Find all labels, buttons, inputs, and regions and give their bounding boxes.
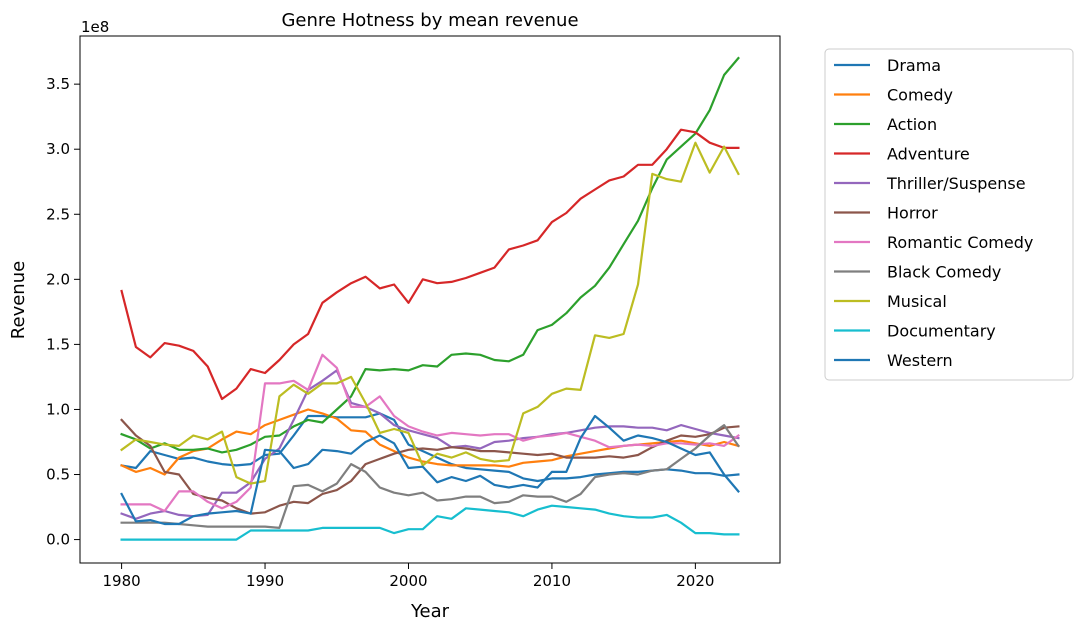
series-line-action: [120, 56, 740, 454]
y-tick-label: 1.0: [46, 400, 70, 418]
series-line-drama: [120, 412, 740, 483]
legend-label-musical: Musical: [887, 292, 947, 311]
legend-label-drama: Drama: [887, 56, 941, 75]
legend-label-thriller-suspense: Thriller/Suspense: [886, 174, 1026, 193]
series-line-black-comedy: [120, 424, 740, 530]
y-tick-label: 0.0: [46, 531, 70, 549]
series-line-western: [120, 414, 740, 526]
series-line-comedy: [120, 408, 740, 476]
series-line-musical: [120, 141, 740, 485]
legend-label-adventure: Adventure: [887, 145, 970, 164]
x-tick-label: 1990: [246, 572, 284, 590]
y-tick-label: 1.5: [46, 335, 70, 353]
legend-box: [824, 48, 1074, 381]
legend: Drama Comedy Action Adventure Thriller/Suspe…: [824, 48, 1074, 381]
axes-frame: [79, 35, 781, 564]
legend-label-documentary: Documentary: [887, 322, 996, 341]
legend-label-western: Western: [887, 351, 953, 370]
legend-label-black-comedy: Black Comedy: [887, 263, 1001, 282]
x-tick-label: 1980: [103, 572, 141, 590]
legend-label-romantic-comedy: Romantic Comedy: [887, 233, 1033, 252]
series-line-romantic-comedy: [120, 353, 740, 513]
chart-title: Genre Hotness by mean revenue: [281, 10, 578, 31]
y-offset-label: 1e8: [81, 18, 109, 36]
y-axis-label: Revenue: [8, 261, 29, 339]
legend-label-comedy: Comedy: [887, 86, 953, 105]
legend-label-action: Action: [887, 115, 937, 134]
x-tick-label: 2020: [676, 572, 714, 590]
series-line-documentary: [120, 504, 740, 541]
y-tick-label: 0.5: [46, 466, 70, 484]
series-line-adventure: [120, 128, 740, 401]
series-line-thriller-suspense: [120, 369, 740, 520]
y-tick-label: 2.5: [46, 205, 70, 223]
legend-label-horror: Horror: [887, 204, 938, 223]
x-tick-label: 2000: [389, 572, 427, 590]
y-tick-label: 2.0: [46, 270, 70, 288]
plot-area: 1980 1990 2000 2010 2020 0.0 0.5 1.0 1.5 2.0 2.5 3.…: [46, 56, 740, 590]
series-line-horror: [120, 418, 740, 515]
y-tick-label: 3.0: [46, 140, 70, 158]
y-tick-label: 3.5: [46, 75, 70, 93]
x-axis-label: Year: [410, 601, 450, 622]
x-tick-label: 2010: [533, 572, 571, 590]
